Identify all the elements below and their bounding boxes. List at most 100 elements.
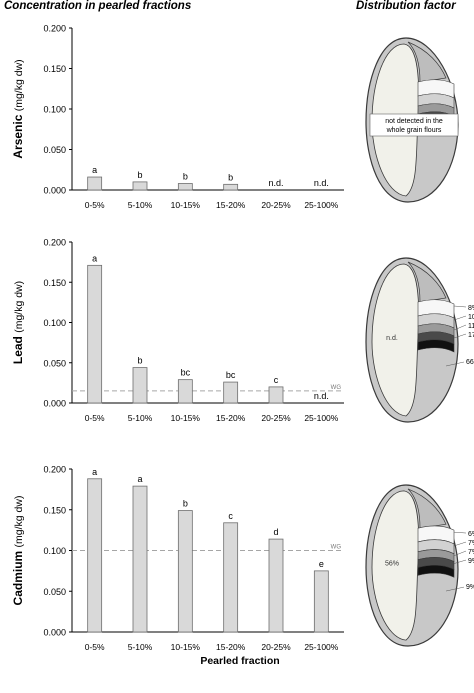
- arsenic-grain-note: whole grain flours: [386, 127, 442, 134]
- cadmium-y-axis-title: Cadmium (mg/kg dw): [11, 496, 25, 606]
- cadmium-grain-leader: [453, 531, 467, 534]
- lead-bar: [87, 264, 103, 404]
- lead-grain-leader: [453, 324, 467, 331]
- cadmium-bar: [223, 522, 239, 633]
- lead-y-axis-title-unit: (mg/kg dw): [13, 281, 25, 333]
- cadmium-bar: [313, 570, 329, 633]
- arsenic-y-axis-title: Arsenic (mg/kg dw): [11, 59, 25, 158]
- arsenic-bar-nd-label: n.d.: [268, 178, 283, 188]
- cadmium-bar-letter: e: [319, 559, 324, 569]
- cadmium-category-label: 20-25%: [261, 642, 291, 652]
- lead-bar-letter: a: [92, 253, 97, 263]
- cadmium-grain-layer-label: 6%: [468, 531, 474, 538]
- cadmium-category-label: 25-100%: [304, 642, 338, 652]
- arsenic-category-label: 25-100%: [304, 200, 338, 210]
- arsenic-bar-letter: b: [137, 170, 142, 180]
- arsenic-bar-letter: b: [228, 172, 233, 182]
- lead-wg-label: WG: [331, 385, 342, 391]
- cadmium-grain-leader: [445, 586, 465, 592]
- lead-grain-leader: [453, 315, 467, 321]
- lead-bar-letter: c: [274, 375, 279, 385]
- cadmium-y-tick-label: 0.200: [43, 465, 66, 475]
- cadmium-y-tick-label: 0.100: [43, 546, 66, 556]
- lead-bar-letter: b: [137, 356, 142, 366]
- lead-category-label: 0-5%: [85, 413, 105, 423]
- arsenic-bar: [87, 176, 103, 191]
- arsenic-y-tick-label: 0.100: [43, 105, 66, 115]
- arsenic-bar-letter: b: [183, 172, 188, 182]
- cadmium-bar: [177, 510, 193, 633]
- cadmium-grain-layer-label: 7%: [468, 549, 474, 556]
- cadmium-grain-leader: [453, 550, 467, 556]
- cadmium-bar-letter: a: [137, 474, 142, 484]
- arsenic-grain-note: not detected in the: [385, 118, 443, 125]
- lead-grain-layer-label: 8%: [468, 305, 474, 312]
- lead-grain-leader: [453, 305, 467, 308]
- lead-y-axis-title-element: Lead: [11, 333, 25, 364]
- cadmium-grain-bottom-label: 9%: [466, 584, 474, 591]
- cadmium-bar: [268, 538, 284, 633]
- lead-y-tick-label: 0.000: [43, 399, 66, 409]
- header-concentration: Concentration in pearled fractions: [4, 0, 192, 12]
- lead-grain-layer-label: 11%: [468, 323, 474, 330]
- lead-y-tick-label: 0.200: [43, 238, 66, 248]
- cadmium-grain-endosperm-label: 56%: [385, 561, 399, 568]
- lead-grain-endosperm-label: n.d.: [386, 335, 398, 342]
- cadmium-bar-letter: a: [92, 467, 97, 477]
- lead-bar: [268, 386, 284, 404]
- cadmium-grain-leader: [453, 559, 467, 564]
- lead-bar: [223, 381, 239, 404]
- lead-category-label: 25-100%: [304, 413, 338, 423]
- lead-y-axis-title: Lead (mg/kg dw): [11, 281, 25, 364]
- cadmium-category-label: 0-5%: [85, 642, 105, 652]
- cadmium-y-tick-label: 0.150: [43, 505, 66, 515]
- arsenic-y-axis-title-unit: (mg/kg dw): [13, 59, 25, 111]
- cadmium-y-axis-title-unit: (mg/kg dw): [13, 496, 25, 548]
- cadmium-y-axis-title-element: Cadmium: [11, 547, 25, 605]
- cadmium-grain-layer-label: 9%: [468, 558, 474, 565]
- arsenic-category-label: 20-25%: [261, 200, 291, 210]
- cadmium-grain-layer: [417, 565, 455, 578]
- cadmium-category-label: 15-20%: [216, 642, 246, 652]
- lead-y-tick-label: 0.100: [43, 318, 66, 328]
- cadmium-wg-label: WG: [331, 545, 342, 551]
- x-axis-title: Pearled fraction: [200, 655, 280, 667]
- lead-grain-layer: [417, 339, 455, 353]
- header-distribution-factor: Distribution factor: [356, 0, 456, 12]
- cadmium-y-tick-label: 0.000: [43, 628, 66, 638]
- cadmium-category-label: 5-10%: [128, 642, 153, 652]
- lead-y-tick-label: 0.150: [43, 278, 66, 288]
- lead-bar-nd-label: n.d.: [314, 391, 329, 401]
- lead-grain-bottom-label: 66%: [466, 359, 474, 366]
- lead-y-tick-label: 0.050: [43, 358, 66, 368]
- arsenic-grain-note-box: [369, 113, 459, 137]
- arsenic-bar: [177, 183, 193, 191]
- lead-grain-layer-label: 10%: [468, 314, 474, 321]
- arsenic-category-label: 10-15%: [171, 200, 201, 210]
- lead-category-label: 5-10%: [128, 413, 153, 423]
- arsenic-category-label: 0-5%: [85, 200, 105, 210]
- lead-category-label: 15-20%: [216, 413, 246, 423]
- cadmium-grain-leader: [453, 541, 467, 547]
- arsenic-bar: [223, 183, 239, 191]
- arsenic-y-tick-label: 0.050: [43, 145, 66, 155]
- lead-grain-leader: [445, 361, 465, 367]
- arsenic-category-label: 5-10%: [128, 200, 153, 210]
- lead-bar: [132, 367, 148, 404]
- lead-bar-letter: bc: [181, 368, 191, 378]
- cadmium-bar: [87, 478, 103, 633]
- lead-category-label: 10-15%: [171, 413, 201, 423]
- lead-bar-letter: bc: [226, 370, 236, 380]
- cadmium-y-tick-label: 0.050: [43, 587, 66, 597]
- arsenic-y-tick-label: 0.200: [43, 24, 66, 34]
- lead-bar: [177, 379, 193, 404]
- arsenic-bar: [132, 181, 148, 191]
- arsenic-category-label: 15-20%: [216, 200, 246, 210]
- arsenic-bar-nd-label: n.d.: [314, 178, 329, 188]
- cadmium-bar-letter: d: [273, 527, 278, 537]
- cadmium-bar-letter: c: [228, 511, 233, 521]
- lead-category-label: 20-25%: [261, 413, 291, 423]
- arsenic-y-tick-label: 0.150: [43, 64, 66, 74]
- cadmium-bar-letter: b: [183, 499, 188, 509]
